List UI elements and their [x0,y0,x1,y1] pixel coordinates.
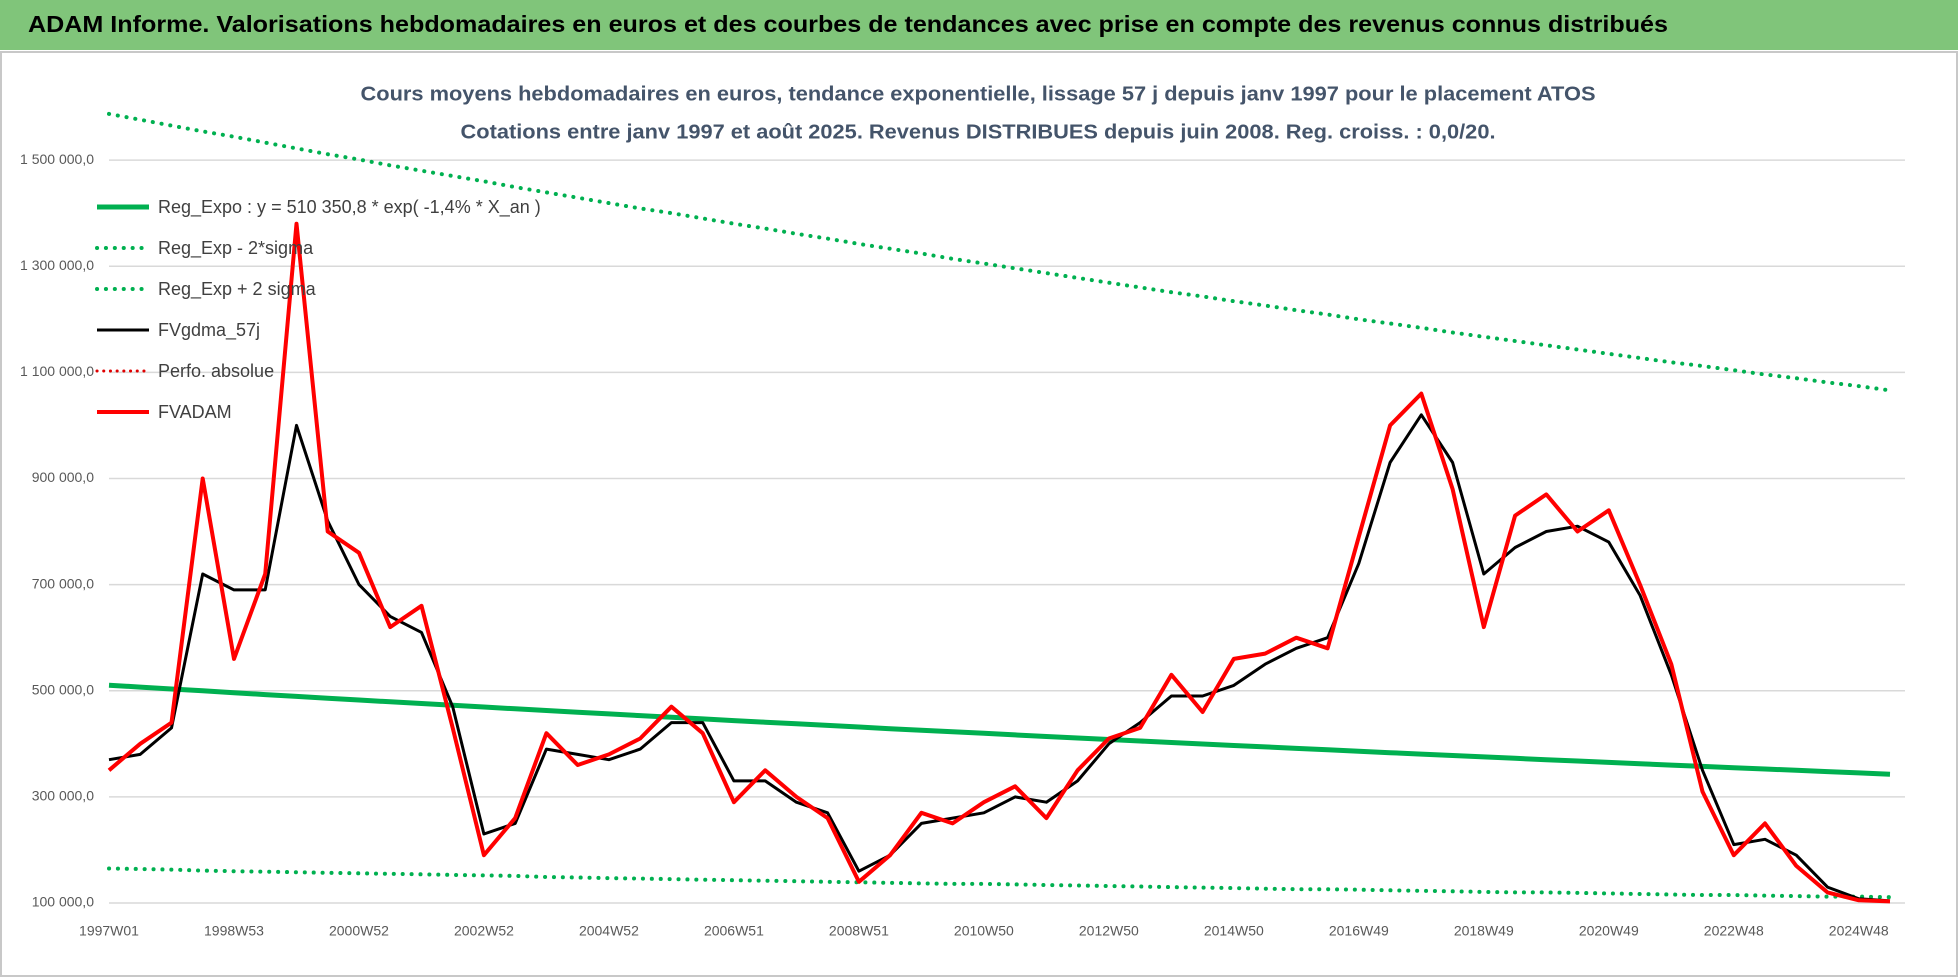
y-tick-label: 1 100 000,0 [20,363,94,379]
y-tick-label: 900 000,0 [32,469,94,485]
x-tick-label: 2008W51 [829,923,889,939]
x-tick-label: 2000W52 [329,923,389,939]
legend-label: Perfo. absolue [158,361,274,381]
series-line [107,221,1891,904]
plot-area [107,111,1892,904]
x-tick-label: 1997W01 [79,923,139,939]
y-tick-label: 700 000,0 [32,575,94,591]
x-tick-label: 2024W48 [1829,923,1889,939]
x-tick-label: 2004W52 [579,923,639,939]
header-title: ADAM Informe. Valorisations hebdomadaire… [28,11,1668,37]
legend-label: Reg_Exp - 2*sigma [158,238,314,259]
x-tick-label: 2016W49 [1329,923,1389,939]
legend-label: FVADAM [158,402,232,422]
header-bar [0,0,1958,50]
x-tick-label: 2014W50 [1204,923,1264,939]
x-tick-label: 2010W50 [954,923,1014,939]
x-tick-label: 2020W49 [1579,923,1639,939]
series-line [108,413,1891,903]
series-line [108,682,1891,777]
x-tick-label: 2012W50 [1079,923,1139,939]
y-tick-label: 300 000,0 [32,788,94,804]
x-tick-label: 2006W51 [704,923,764,939]
chart-title: Cours moyens hebdomadaires en euros, ten… [361,83,1596,105]
grid: 100 000,0 300 000,0 500 000,0 700 000,0 900 … [20,151,1905,939]
legend-label: Reg_Exp + 2 sigma [158,279,317,300]
legend-label: FVgdma_57j [158,320,260,341]
x-tick-label: 1998W53 [204,923,264,939]
series-line [107,111,1892,393]
legend-label: Reg_Expo : y = 510 350,8 * exp( -1,4% * … [158,197,541,218]
series-line [107,866,1892,900]
x-tick-label: 2002W52 [454,923,514,939]
y-tick-label: 1 300 000,0 [20,257,94,273]
y-tick-label: 100 000,0 [32,894,94,910]
y-tick-label: 500 000,0 [32,681,94,697]
legend: Reg_Expo : y = 510 350,8 * exp( -1,4% * … [95,197,541,422]
x-tick-label: 2022W48 [1704,923,1764,939]
chart-subtitle: Cotations entre janv 1997 et août 2025. … [461,121,1496,143]
y-tick-label: 1 500 000,0 [20,151,94,167]
chart-frame [0,51,1958,977]
x-tick-label: 2018W49 [1454,923,1514,939]
